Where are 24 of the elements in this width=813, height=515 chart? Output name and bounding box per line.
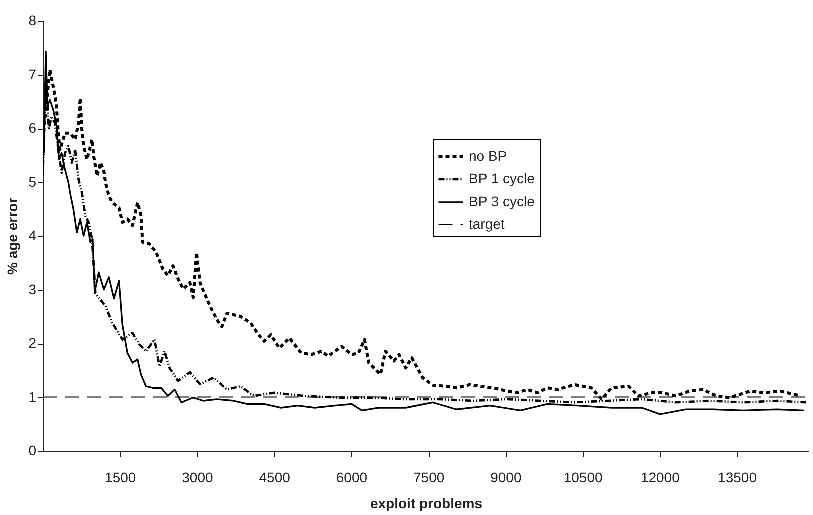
- y-tick-label: 6: [28, 120, 37, 136]
- y-tick-label: 8: [28, 12, 37, 28]
- x-tick-label: 13500: [718, 470, 758, 486]
- legend-label: target: [469, 216, 505, 232]
- x-tick-label: 1500: [105, 470, 136, 486]
- y-tick-label: 3: [28, 281, 37, 298]
- y-tick-label: 1: [28, 388, 37, 405]
- x-tick-label: 7500: [413, 470, 445, 486]
- x-tick-label: 10500: [564, 470, 603, 486]
- y-tick-label: 4: [28, 228, 37, 244]
- y-axis-title: % age error: [4, 197, 21, 276]
- legend-label: BP 1 cycle: [469, 170, 536, 186]
- y-tick-label: 5: [28, 174, 37, 190]
- x-tick-label: 6000: [336, 470, 368, 486]
- y-tick-label: 0: [28, 442, 37, 458]
- x-tick-label: 4500: [259, 470, 291, 486]
- y-tick-label: 7: [28, 66, 37, 82]
- legend-label: no BP: [469, 148, 508, 164]
- y-tick-label: 2: [28, 335, 37, 351]
- x-tick-label: 9000: [490, 470, 522, 486]
- x-tick-label: 12000: [640, 470, 680, 486]
- legend-label: BP 3 cycle: [469, 194, 536, 210]
- x-tick-label: 3000: [182, 470, 214, 486]
- x-axis-title: exploit problems: [370, 496, 483, 512]
